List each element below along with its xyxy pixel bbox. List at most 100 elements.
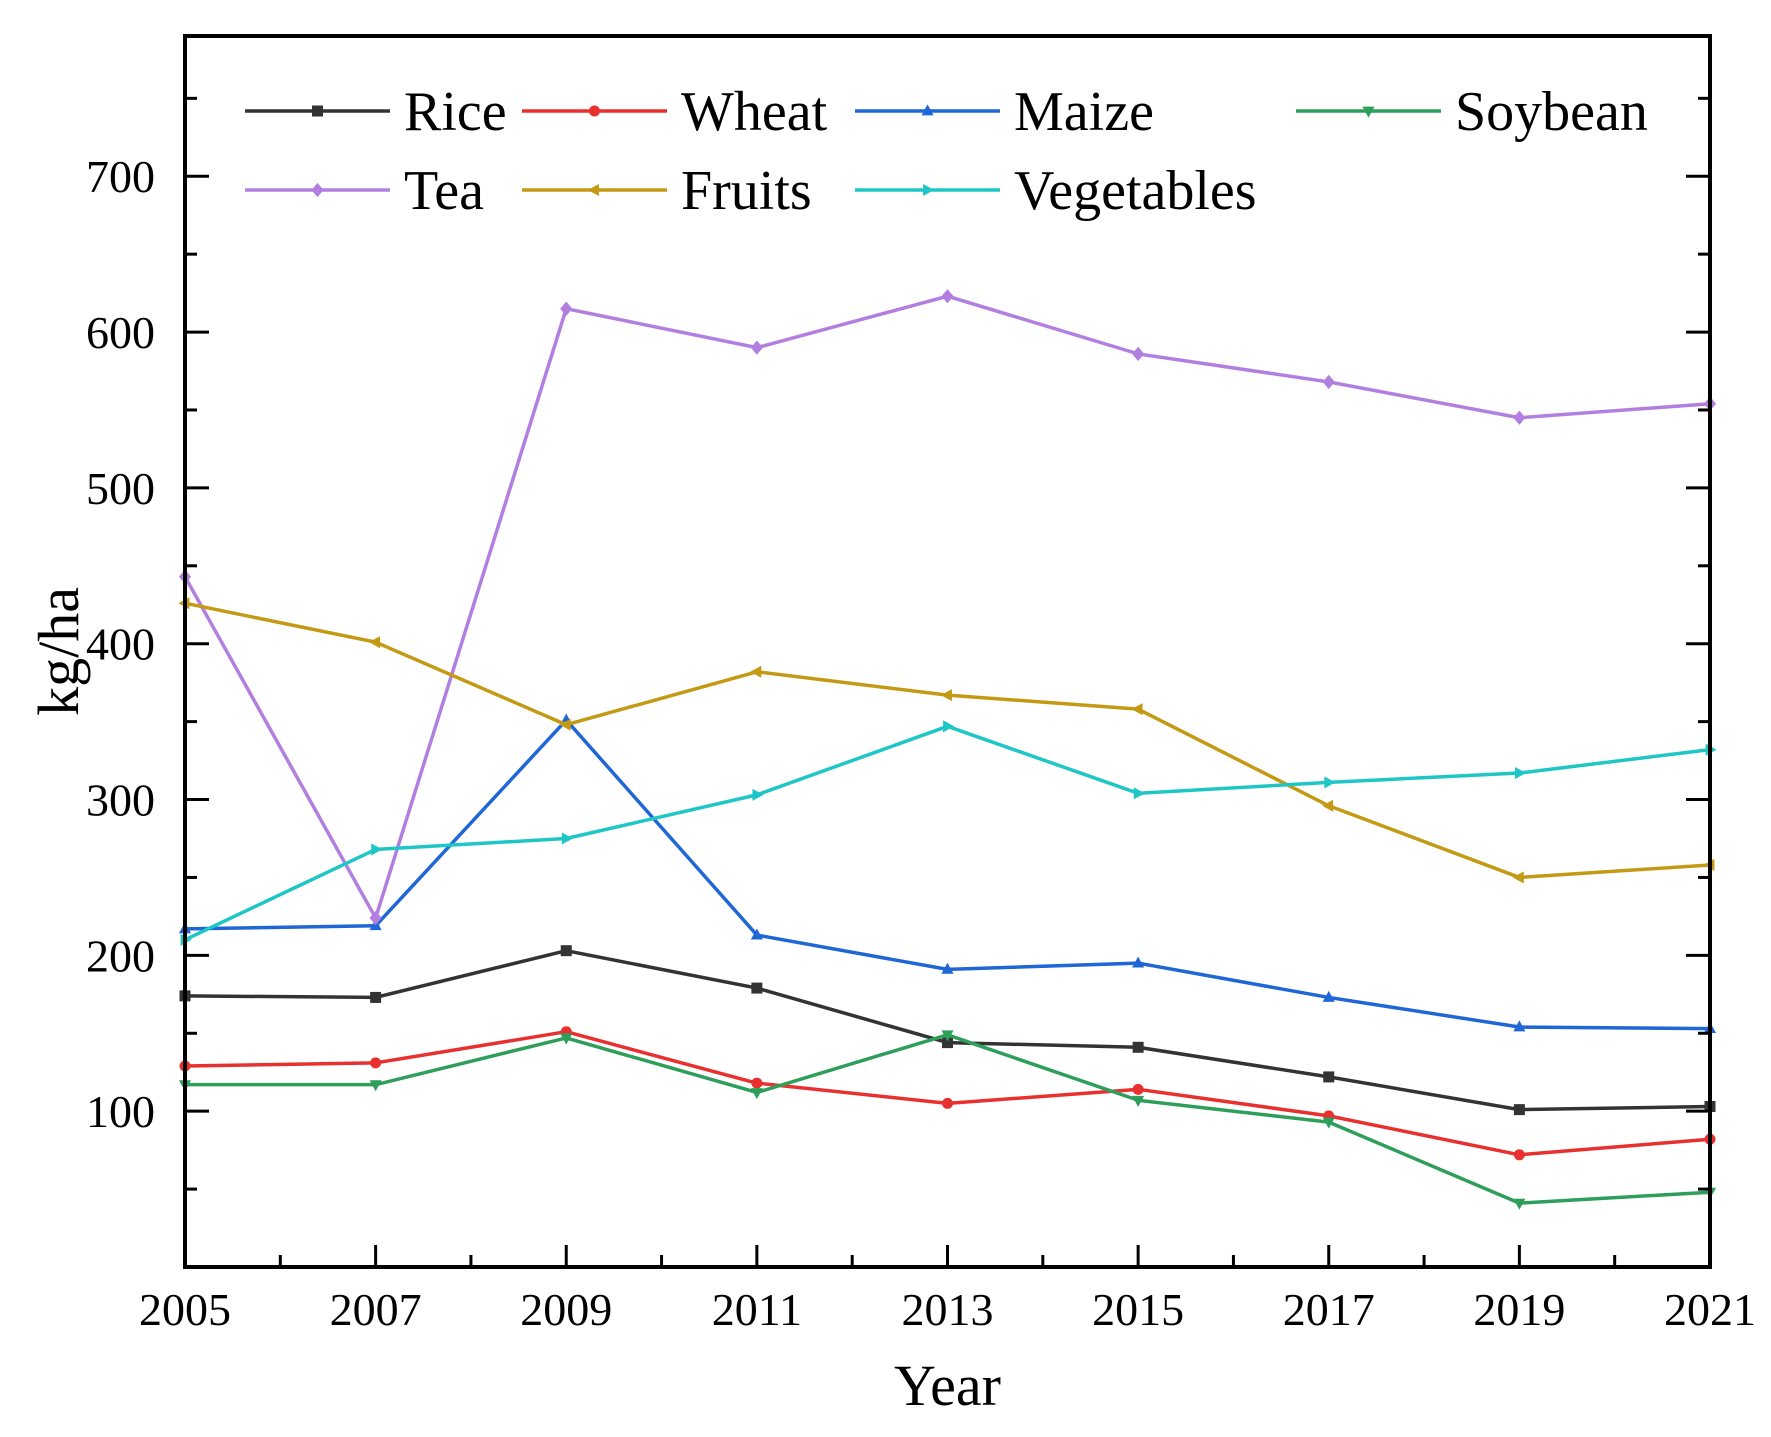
data-point-fruits xyxy=(1512,871,1524,884)
series-line-soybean xyxy=(185,1033,1711,1205)
legend-item-soybean: Soybean xyxy=(1296,81,1648,143)
y-tick-label: 300 xyxy=(86,775,155,826)
series-line-rice xyxy=(184,948,1711,1112)
legend-label-fruits: Fruits xyxy=(681,160,812,222)
series-rice xyxy=(179,945,1716,1116)
data-point-fruits xyxy=(1131,703,1143,716)
data-point-wheat xyxy=(370,1057,382,1069)
legend-item-tea: Tea xyxy=(245,160,484,222)
legend-marker-soybean xyxy=(1362,106,1375,118)
y-tick-label: 400 xyxy=(86,619,155,670)
data-point-soybean xyxy=(941,1030,954,1042)
legend-item-vegetables: Vegetables xyxy=(855,160,1257,222)
series-tea xyxy=(178,289,1717,926)
legend-label-wheat: Wheat xyxy=(681,81,828,143)
data-point-tea xyxy=(750,340,763,355)
data-point-tea xyxy=(1132,346,1145,362)
y-tick-label: 700 xyxy=(86,151,155,202)
data-point-vegetables xyxy=(371,843,383,856)
data-point-tea xyxy=(1513,410,1526,425)
series-maize xyxy=(178,713,1717,1033)
series-line-maize xyxy=(184,718,1711,1031)
x-axis-title: Year xyxy=(894,1353,1001,1418)
y-tick-label: 200 xyxy=(86,930,155,981)
series-line-fruits xyxy=(184,601,1711,880)
legend-label-soybean: Soybean xyxy=(1455,81,1648,143)
data-point-soybean xyxy=(369,1080,382,1092)
data-point-soybean xyxy=(750,1088,763,1100)
data-point-maize xyxy=(1132,956,1145,968)
data-point-maize xyxy=(941,962,954,974)
data-point-maize xyxy=(750,928,763,940)
data-point-fruits xyxy=(750,665,762,678)
x-tick-label: 2011 xyxy=(712,1284,802,1335)
x-tick-label: 2021 xyxy=(1664,1284,1756,1335)
data-point-rice xyxy=(942,1037,953,1049)
y-axis-title: kg/ha xyxy=(26,587,91,716)
series-line-wheat xyxy=(184,1029,1711,1157)
series-line-vegetables xyxy=(184,724,1711,942)
data-point-vegetables xyxy=(1514,766,1526,780)
data-point-fruits xyxy=(369,636,381,649)
data-point-vegetables xyxy=(943,720,955,733)
legend-label-rice: Rice xyxy=(404,81,507,143)
y-tick-label: 500 xyxy=(86,463,155,514)
legend-label-vegetables: Vegetables xyxy=(1014,160,1257,222)
legend: Rice Wheat Maize Soybean Tea Fruits Vegetables xyxy=(245,81,1648,222)
data-point-vegetables xyxy=(752,788,764,801)
legend-marker-wheat xyxy=(589,105,600,117)
legend-label-maize: Maize xyxy=(1014,81,1154,143)
data-point-soybean xyxy=(1513,1198,1526,1210)
data-point-maize xyxy=(1322,990,1335,1002)
data-point-rice xyxy=(370,991,382,1003)
series-line-tea xyxy=(183,294,1711,920)
data-point-vegetables xyxy=(1324,776,1336,789)
data-point-vegetables xyxy=(1133,787,1145,800)
legend-marker-fruits xyxy=(587,183,599,197)
series-layer xyxy=(178,289,1717,1210)
data-point-rice xyxy=(560,945,572,957)
legend-item-rice: Rice xyxy=(245,81,507,143)
x-tick-label: 2019 xyxy=(1473,1284,1565,1335)
x-tick-label: 2013 xyxy=(902,1284,994,1335)
x-tick-label: 2007 xyxy=(330,1284,422,1335)
legend-item-maize: Maize xyxy=(855,81,1154,143)
legend-label-tea: Tea xyxy=(404,160,484,222)
data-point-soybean xyxy=(1132,1095,1145,1107)
data-point-tea xyxy=(369,910,382,926)
y-tick-label: 100 xyxy=(86,1086,155,1137)
legend-marker-maize xyxy=(921,104,934,116)
legend-marker-rice xyxy=(312,105,323,117)
data-point-rice xyxy=(751,982,763,994)
data-point-wheat xyxy=(1513,1149,1525,1161)
data-point-wheat xyxy=(942,1097,953,1109)
data-point-vegetables xyxy=(561,832,573,845)
data-point-rice xyxy=(1513,1104,1525,1116)
data-point-fruits xyxy=(940,689,952,702)
legend-marker-tea xyxy=(311,182,324,198)
data-point-tea xyxy=(560,301,573,316)
axis-layer: 2005 2007 2009 2011 2013 2015 2017 2019 2021 100 2… xyxy=(86,96,1756,1335)
data-point-fruits xyxy=(1322,799,1334,812)
data-point-tea xyxy=(941,289,954,304)
data-point-soybean xyxy=(560,1033,573,1045)
legend-item-wheat: Wheat xyxy=(522,81,828,143)
data-point-wheat xyxy=(1132,1083,1144,1095)
data-point-soybean xyxy=(1322,1117,1335,1129)
legend-marker-vegetables xyxy=(923,183,935,197)
legend-item-fruits: Fruits xyxy=(522,160,812,222)
series-fruits xyxy=(178,597,1715,884)
x-tick-label: 2005 xyxy=(139,1284,231,1335)
x-tick-label: 2017 xyxy=(1283,1284,1375,1335)
data-point-fruits xyxy=(559,718,571,731)
data-point-wheat xyxy=(751,1077,763,1089)
y-tick-label: 600 xyxy=(86,307,155,358)
x-tick-label: 2015 xyxy=(1092,1284,1184,1335)
data-point-rice xyxy=(1323,1071,1335,1083)
data-point-rice xyxy=(1132,1041,1144,1053)
x-tick-label: 2009 xyxy=(520,1284,612,1335)
series-vegetables xyxy=(180,720,1717,946)
data-point-maize xyxy=(1513,1020,1526,1032)
